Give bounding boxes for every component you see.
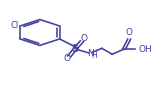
Text: N: N (87, 49, 93, 58)
Text: Cl: Cl (10, 22, 19, 31)
Text: S: S (72, 44, 79, 54)
Text: OH: OH (139, 45, 153, 54)
Text: H: H (91, 51, 97, 60)
Text: O: O (81, 34, 88, 43)
Text: O: O (126, 28, 133, 37)
Text: O: O (64, 54, 71, 63)
